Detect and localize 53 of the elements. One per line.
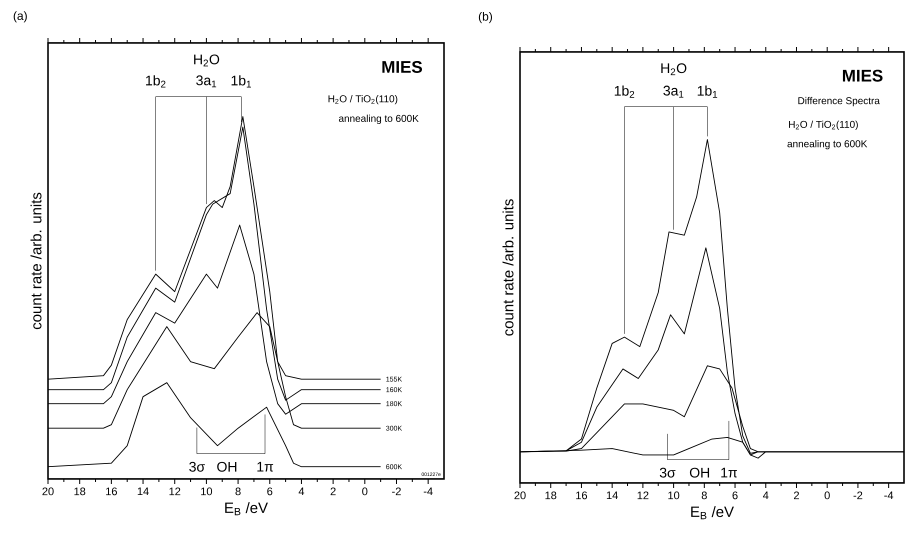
chart-title: MIES — [382, 60, 422, 73]
text: H$_{2}$O — [194, 54, 220, 66]
text: 3σ — [660, 468, 676, 478]
text: H$_{2}$O — [661, 63, 686, 76]
x-tick-label: 20 — [42, 488, 54, 496]
x-axis-title: E$_{B}$ /eV — [691, 506, 734, 520]
text: OH — [690, 468, 710, 478]
chart-subtitle: Difference Spectra — [798, 96, 880, 106]
x-tick-label: 8 — [236, 488, 241, 496]
text: 1b$_{2}$ — [146, 75, 166, 88]
chart-title: MIES — [842, 70, 883, 82]
x-tick-label: 6 — [267, 488, 272, 496]
x-tick-label: 16 — [576, 492, 588, 500]
x-tick-label: 16 — [106, 488, 117, 496]
x-tick-label: 0 — [824, 492, 830, 500]
y-axis-title: count rate /arb. units — [502, 199, 514, 336]
x-tick-label: 8 — [702, 492, 707, 500]
x-tick-label: -2 — [392, 488, 401, 496]
x-axis-title: E$_{B}$ /eV — [225, 502, 268, 516]
text: H$_{2}$O / TiO$_{2}$(110) — [328, 95, 398, 104]
text: H$_{2}$O / TiO$_{2}$(110) — [789, 120, 858, 130]
annotation: annealing to 600K — [338, 114, 419, 124]
x-tick-label: 0 — [362, 488, 368, 496]
x-tick-label: 10 — [668, 492, 680, 500]
text: 3a$_{1}$ — [196, 75, 216, 88]
text: 1b$_{1}$ — [232, 75, 251, 88]
annotation: 1π — [257, 462, 274, 472]
x-tick-label: 14 — [138, 488, 149, 496]
x-tick-label: 20 — [514, 492, 526, 500]
text: 1π — [721, 468, 737, 478]
x-tick-label: 10 — [201, 488, 212, 496]
x-tick-label: 18 — [545, 492, 556, 500]
x-tick-label: 4 — [762, 492, 768, 500]
x-tick-label: 2 — [794, 492, 799, 500]
annotation: OH — [217, 462, 236, 472]
x-tick-label: -4 — [424, 488, 433, 496]
x-tick-label: 12 — [169, 488, 180, 496]
text: (a) — [14, 11, 27, 22]
annotation: annealing to 600K — [787, 140, 868, 150]
text: (b) — [478, 12, 492, 24]
annotation: 3σ — [189, 462, 205, 472]
text: 3a$_{1}$ — [663, 86, 684, 98]
x-tick-label: 2 — [330, 488, 336, 496]
text: 1b$_{2}$ — [614, 86, 634, 98]
x-tick-label: 12 — [638, 492, 648, 500]
text: 1b$_{1}$ — [698, 86, 718, 98]
x-tick-label: 4 — [298, 488, 304, 496]
y-axis-title: count rate /arb. units — [30, 192, 42, 330]
x-tick-label: 6 — [732, 492, 738, 500]
x-tick-label: -2 — [854, 492, 862, 500]
x-tick-label: -4 — [884, 492, 894, 500]
x-tick-label: 18 — [74, 488, 86, 496]
x-tick-label: 14 — [606, 492, 618, 500]
